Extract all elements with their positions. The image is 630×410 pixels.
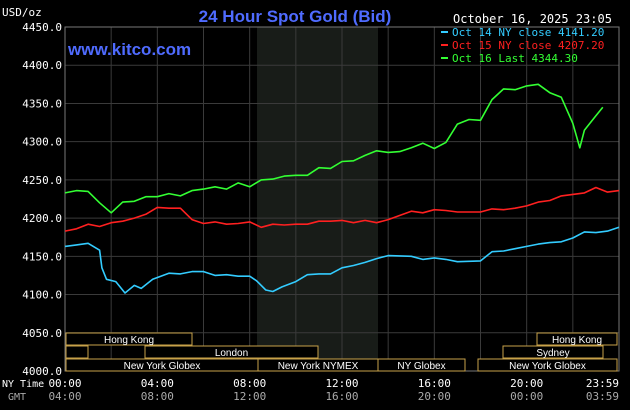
x-tick-label-ny: 04:00 xyxy=(141,377,174,390)
shaded-session-band xyxy=(257,27,378,371)
x-tick-label-ny: 16:00 xyxy=(418,377,451,390)
session-ny-globex-2-label: NY Globex xyxy=(397,361,445,372)
session-blank xyxy=(65,345,89,359)
x-tick-label-gmt: 12:00 xyxy=(233,390,266,403)
x-tick-label-gmt: 04:00 xyxy=(48,390,81,403)
legend-entry: Oct 15 NY close 4207.20 xyxy=(452,39,604,52)
y-tick-label: 4100.0 xyxy=(22,289,62,302)
timestamp: October 16, 2025 23:05 xyxy=(453,12,612,26)
session-ny-globex-label: New York Globex xyxy=(124,361,201,372)
y-tick-label: 4350.0 xyxy=(22,97,62,110)
x-tick-label-gmt: 08:00 xyxy=(141,390,174,403)
session-ny-globex-3 xyxy=(477,358,618,372)
y-tick-label: 4250.0 xyxy=(22,174,62,187)
gmt-label: GMT xyxy=(8,392,26,403)
session-london-label: London xyxy=(215,348,248,359)
y-tick-label: 4050.0 xyxy=(22,327,62,340)
y-tick-label: 4150.0 xyxy=(22,250,62,263)
session-sydney xyxy=(502,345,604,359)
y-tick-label: 4400.0 xyxy=(22,59,62,72)
unit-label: USD/oz xyxy=(2,6,42,19)
session-ny-globex-3-label: New York Globex xyxy=(509,361,586,372)
x-tick-label-ny: 00:00 xyxy=(48,377,81,390)
y-tick-label: 4000.0 xyxy=(22,365,62,378)
y-tick-label: 4300.0 xyxy=(22,136,62,149)
x-tick-label-ny: 23:59 xyxy=(586,377,619,390)
watermark: www.kitco.com xyxy=(67,40,191,59)
ny-time-label: NY Time xyxy=(2,379,44,390)
x-tick-label-gmt: 20:00 xyxy=(418,390,451,403)
series-line-2 xyxy=(64,83,604,214)
x-tick-label-gmt: 00:00 xyxy=(510,390,543,403)
x-tick-label-gmt: 03:59 xyxy=(586,390,619,403)
y-tick-label: 4200.0 xyxy=(22,212,62,225)
legend-entry: Oct 16 Last 4344.30 xyxy=(452,52,578,65)
series-line-1 xyxy=(64,186,620,232)
session-ny-globex-2 xyxy=(377,358,466,372)
session-hong-kong xyxy=(65,332,193,346)
session-hong-kong-2 xyxy=(536,332,618,346)
x-tick-label-ny: 20:00 xyxy=(510,377,543,390)
session-ny-nymex-label: New York NYMEX xyxy=(278,361,359,372)
y-tick-label: 4450.0 xyxy=(22,21,62,34)
session-hong-kong-2-label: Hong Kong xyxy=(552,335,602,346)
chart-title: 24 Hour Spot Gold (Bid) xyxy=(199,7,392,26)
x-tick-label-ny: 12:00 xyxy=(325,377,358,390)
session-london xyxy=(144,345,319,359)
x-tick-label-gmt: 16:00 xyxy=(325,390,358,403)
session-sydney-label: Sydney xyxy=(536,348,569,359)
x-tick-label-ny: 08:00 xyxy=(233,377,266,390)
session-hong-kong-label: Hong Kong xyxy=(104,335,154,346)
series-line-0 xyxy=(64,226,620,294)
legend-entry: Oct 14 NY close 4141.20 xyxy=(452,26,604,39)
